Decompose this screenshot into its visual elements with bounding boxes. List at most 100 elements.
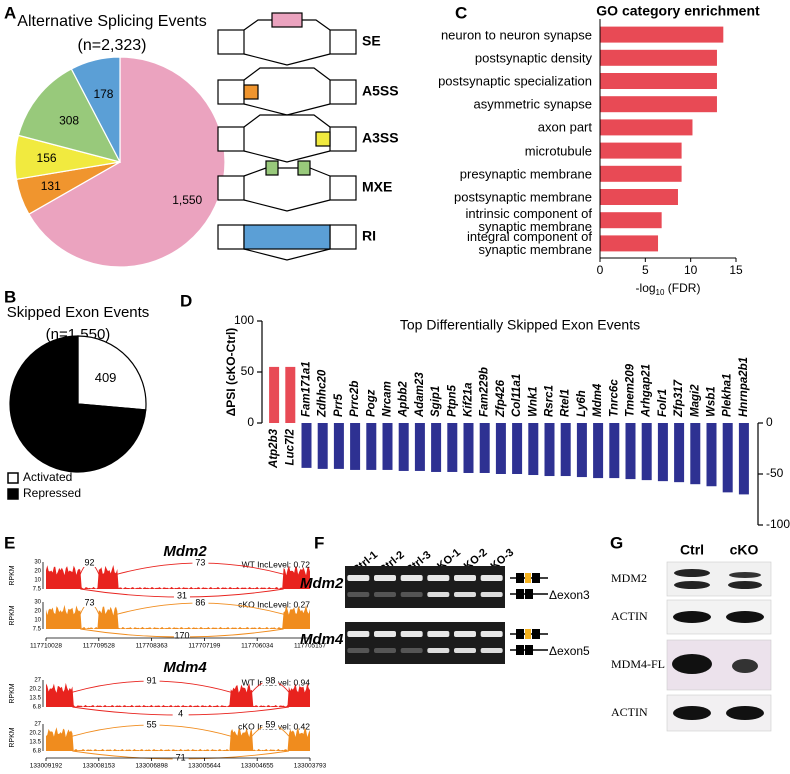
coordinate-label: 117705157: [294, 643, 326, 650]
coverage: [46, 604, 310, 629]
category-label: Luc7l2: [284, 428, 296, 465]
x-axis-label-part: (FDR): [664, 281, 700, 295]
blot-band: [726, 611, 764, 623]
track-axis-label: RPKM: [9, 605, 16, 625]
intron-line: [243, 248, 331, 261]
track-label: WT IncLevel: 0.72: [242, 559, 311, 569]
category-label: Prr5: [333, 393, 345, 417]
coverage: [46, 682, 310, 707]
condition-label: Ctrl: [680, 542, 704, 558]
bar: [674, 423, 685, 483]
junction-label: 73: [85, 597, 95, 607]
junction-label: 71: [176, 752, 186, 762]
exon-box: [329, 126, 357, 152]
bar: [512, 423, 523, 474]
bar: [495, 423, 506, 474]
exon-box: [329, 224, 357, 250]
category-label: Adam23: [414, 372, 426, 418]
category-label: Nrcam: [382, 381, 394, 417]
track-axis-label: RPKM: [9, 565, 16, 585]
coordinate-label: 117710028: [30, 643, 62, 650]
bar: [528, 423, 539, 476]
coordinate-label: 133006898: [135, 763, 168, 770]
pie-slice: [77, 335, 147, 411]
category-label: postsynaptic membrane: [453, 189, 592, 205]
legend-swatch: [7, 488, 19, 500]
gel-band: [454, 648, 476, 653]
category-label: neuron to neuron synapse: [440, 27, 592, 43]
y-tick-label: -50: [766, 466, 784, 480]
gene-title: Mdm2: [163, 543, 207, 560]
track-tick-label: 6.8: [33, 749, 42, 755]
exon-box: [329, 175, 357, 201]
pie-slice: [28, 56, 226, 268]
junction-label-bg: [192, 599, 209, 607]
category-label: Rtel1: [560, 389, 572, 417]
coordinate-label: 133005644: [188, 763, 221, 770]
chart-title: GO category enrichment: [596, 3, 760, 19]
coordinate-label: 133003793: [294, 763, 327, 770]
category-label: postsynaptic density: [474, 50, 592, 66]
gel-band: [374, 592, 396, 597]
chart-title: Top Differentially Skipped Exon Events: [400, 317, 640, 333]
category-label: Zfp317: [673, 379, 685, 418]
splice-type-label: SE: [362, 33, 381, 49]
chart-title: Skipped Exon Events: [7, 304, 150, 321]
gene-title: Mdm4: [163, 659, 207, 676]
bar: [366, 423, 377, 470]
junction-label: 170: [174, 630, 189, 640]
gel-image: [345, 622, 505, 664]
bar: [269, 366, 280, 423]
track-tick-label: 13.5: [29, 696, 41, 702]
junction-label-bg: [143, 721, 160, 729]
product-label: Δexon5: [549, 644, 590, 658]
junction-label-bg: [173, 592, 190, 600]
gel-band: [400, 575, 423, 581]
junction-label-bg: [262, 677, 279, 685]
product-label: Δexon3: [549, 588, 590, 602]
exon-box: [217, 126, 245, 152]
y-tick-label: 0: [766, 415, 773, 429]
condition-label: cKO: [730, 542, 759, 558]
gel-gene-label: Mdm4: [300, 631, 344, 648]
blot-band: [674, 569, 710, 577]
bar: [600, 212, 662, 229]
slice-label: 409: [95, 370, 117, 385]
junction-label: 31: [177, 590, 187, 600]
slice-label: 156: [37, 151, 57, 165]
exon-box: [217, 79, 245, 105]
exon-box: [329, 29, 357, 55]
pie-slice: [70, 56, 121, 163]
coordinate-label: 133008153: [83, 763, 116, 770]
x-tick-label: 10: [684, 263, 698, 277]
retained-intron: [243, 224, 331, 250]
intron-line: [302, 19, 331, 31]
junction-label-bg: [172, 710, 189, 718]
bar: [600, 142, 682, 159]
gel-image: [345, 566, 505, 608]
bar: [600, 119, 693, 136]
y-tick-label: -100: [766, 517, 790, 531]
gel-band: [347, 648, 370, 653]
category-label: Folr1: [657, 389, 669, 417]
category-label: Magi2: [689, 384, 701, 417]
bar: [657, 423, 668, 482]
category-label: Fam229b: [479, 367, 491, 417]
category-label: integral component of synaptic membrane: [466, 229, 592, 258]
gel-band: [374, 631, 396, 637]
bar: [431, 423, 442, 472]
gel-band: [480, 648, 503, 653]
panel-label: D: [180, 291, 192, 310]
x-tick-label: 5: [642, 263, 649, 277]
panel-label: B: [4, 287, 16, 306]
bar: [398, 423, 409, 471]
bar: [738, 423, 749, 495]
x-axis-label-subscript: 10: [656, 288, 665, 297]
category-label: Wsb1: [706, 386, 718, 417]
intron-line: [243, 53, 331, 66]
gel-band: [347, 575, 370, 581]
category-label: Apbb2: [398, 381, 410, 418]
category-label: Sgip1: [430, 386, 442, 417]
intron-line: [243, 150, 331, 163]
panel-label: E: [4, 533, 15, 552]
